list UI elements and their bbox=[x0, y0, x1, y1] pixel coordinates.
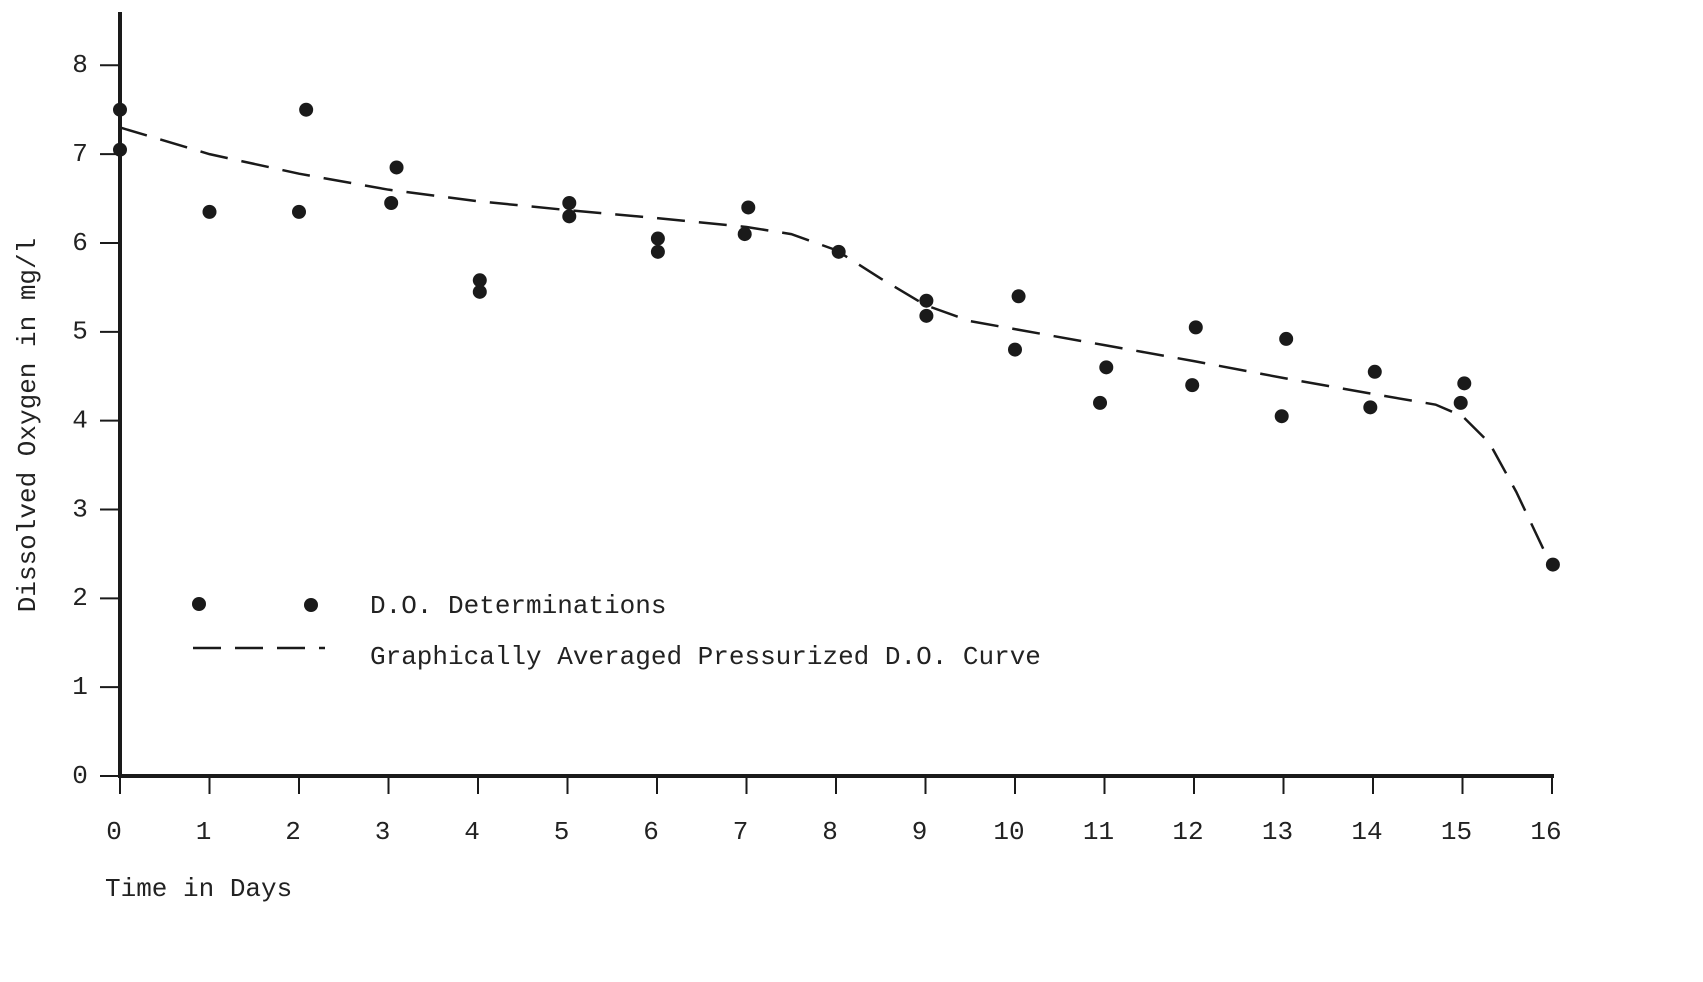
point bbox=[741, 200, 756, 215]
x-tick-label: 13 bbox=[1262, 817, 1293, 847]
x-tick-label: 1 bbox=[196, 817, 212, 847]
y-tick-label: 0 bbox=[72, 761, 88, 791]
point bbox=[1093, 395, 1108, 410]
x-tick-label: 0 bbox=[106, 817, 122, 847]
point bbox=[1363, 400, 1378, 415]
legend-marker bbox=[192, 597, 206, 611]
point bbox=[562, 209, 577, 224]
curve bbox=[119, 126, 1554, 568]
x-tick-label: 16 bbox=[1530, 817, 1561, 847]
y-tick-label: 8 bbox=[72, 50, 88, 80]
y-tick-label: 7 bbox=[72, 139, 88, 169]
point bbox=[919, 308, 934, 323]
point bbox=[1453, 395, 1468, 410]
x-axis-label: Time in Days bbox=[105, 874, 292, 904]
point bbox=[1099, 360, 1114, 375]
point bbox=[562, 196, 577, 210]
point bbox=[113, 142, 127, 157]
y-tick-label: 5 bbox=[72, 317, 88, 347]
point bbox=[1011, 289, 1026, 304]
point bbox=[919, 293, 934, 308]
point bbox=[1188, 320, 1203, 335]
y-tick-label: 4 bbox=[72, 406, 88, 436]
x-tick-label: 14 bbox=[1351, 817, 1382, 847]
y-tick-label: 1 bbox=[72, 672, 88, 702]
legend-label: D.O. Determinations bbox=[370, 591, 666, 621]
point bbox=[1367, 364, 1382, 379]
y-axis-label: Dissolved Oxygen in mg/l bbox=[13, 238, 43, 612]
x-tick-label: 10 bbox=[993, 817, 1024, 847]
x-tick-label: 3 bbox=[375, 817, 391, 847]
point bbox=[299, 102, 314, 117]
point bbox=[1279, 331, 1294, 346]
point bbox=[650, 244, 665, 259]
point bbox=[384, 196, 399, 210]
point bbox=[113, 102, 127, 117]
x-tick-label: 2 bbox=[285, 817, 301, 847]
x-tick-label: 9 bbox=[912, 817, 928, 847]
point bbox=[650, 231, 665, 246]
point bbox=[472, 273, 487, 288]
x-tick-label: 5 bbox=[554, 817, 570, 847]
x-tick-label: 12 bbox=[1172, 817, 1203, 847]
x-tick-label: 4 bbox=[464, 817, 480, 847]
point bbox=[1185, 378, 1200, 393]
y-tick-label: 6 bbox=[72, 228, 88, 258]
x-tick-label: 6 bbox=[643, 817, 659, 847]
point bbox=[389, 160, 404, 175]
x-tick-label: 8 bbox=[822, 817, 838, 847]
legend-marker bbox=[304, 598, 318, 612]
x-tick-label: 11 bbox=[1083, 817, 1114, 847]
x-tick-label: 7 bbox=[733, 817, 749, 847]
point bbox=[202, 204, 217, 219]
point bbox=[737, 227, 752, 242]
point bbox=[1545, 557, 1560, 572]
point bbox=[1274, 409, 1289, 424]
legend-label: Graphically Averaged Pressurized D.O. Cu… bbox=[370, 642, 1041, 672]
x-tick-label: 15 bbox=[1441, 817, 1472, 847]
y-tick-label: 3 bbox=[72, 494, 88, 524]
point bbox=[1008, 342, 1022, 357]
point bbox=[1457, 376, 1472, 391]
y-tick-label: 2 bbox=[72, 583, 88, 613]
point bbox=[292, 204, 306, 219]
point bbox=[472, 284, 487, 299]
